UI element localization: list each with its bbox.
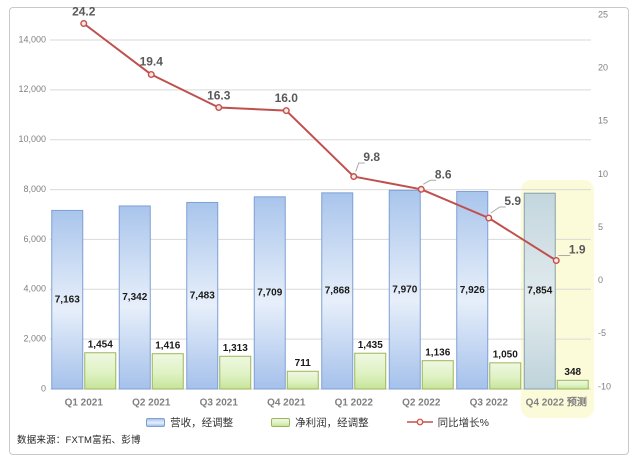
left-axis-tick: 0 xyxy=(41,383,46,393)
profit-value-label: 1,416 xyxy=(155,340,180,351)
yoy-point xyxy=(80,20,88,28)
revenue-bar xyxy=(186,201,219,390)
x-axis-label: Q2 2021 xyxy=(132,398,171,409)
left-axis-tick: 12,000 xyxy=(18,84,46,94)
profit-bar xyxy=(489,362,522,390)
x-axis-label: Q1 2021 xyxy=(65,398,104,409)
profit-value-label: 1,313 xyxy=(223,343,248,354)
profit-swatch-icon xyxy=(271,417,291,427)
x-axis-label: Q3 2022 xyxy=(470,398,509,409)
yoy-value-label: 16.3 xyxy=(207,89,231,103)
profit-bar xyxy=(151,353,184,390)
label-leader-line xyxy=(490,206,506,214)
revenue-bar xyxy=(456,190,489,390)
yoy-line-swatch-icon xyxy=(406,418,433,426)
yoy-value-label: 24.2 xyxy=(72,5,96,19)
yoy-point xyxy=(147,71,155,79)
right-axis-tick: 0 xyxy=(598,275,603,285)
profit-value-label: 1,454 xyxy=(88,339,113,350)
revenue-value-label: 7,163 xyxy=(55,294,80,305)
right-axis-tick: 20 xyxy=(598,63,608,73)
legend-label-yoy: 同比增长% xyxy=(437,416,489,429)
label-leader-line xyxy=(355,162,365,172)
revenue-bar xyxy=(51,209,84,390)
left-axis-tick: 14,000 xyxy=(18,34,46,44)
label-leader-line xyxy=(423,179,437,185)
x-axis-label: Q2 2022 xyxy=(402,398,441,409)
left-axis-tick: 10,000 xyxy=(18,134,46,144)
revenue-bar xyxy=(321,192,354,390)
revenue-bar xyxy=(118,205,151,390)
yoy-point xyxy=(215,103,223,111)
left-axis-tick: 8,000 xyxy=(23,184,46,194)
x-axis-label: Q1 2022 xyxy=(335,398,374,409)
yoy-point xyxy=(350,173,358,181)
chart-legend: 营收，经调整 净利润，经调整 同比增长% xyxy=(10,413,625,431)
left-axis-tick: 2,000 xyxy=(23,334,46,344)
right-axis-tick: 25 xyxy=(598,9,608,19)
legend-item-profit: 净利润，经调整 xyxy=(271,415,369,430)
revenue-value-label: 7,483 xyxy=(190,290,215,301)
legend-item-yoy: 同比增长% xyxy=(406,415,489,430)
profit-value-label: 1,050 xyxy=(493,349,518,360)
revenue-bar xyxy=(388,189,421,390)
yoy-value-label: 16.0 xyxy=(275,91,299,105)
legend-item-revenue: 营收，经调整 xyxy=(146,415,233,430)
right-axis-tick: 10 xyxy=(598,169,608,179)
yoy-point xyxy=(485,214,493,222)
profit-value-label: 1,435 xyxy=(358,340,383,351)
x-axis-label: Q3 2021 xyxy=(200,398,239,409)
profit-value-label: 348 xyxy=(564,367,581,378)
yoy-value-label: 9.8 xyxy=(363,150,380,164)
profit-bar xyxy=(354,352,387,390)
yoy-point xyxy=(417,185,425,193)
right-axis-tick: 5 xyxy=(598,222,603,232)
profit-bar xyxy=(421,360,454,390)
yoy-value-label: 8.6 xyxy=(435,167,452,181)
right-axis-tick: -5 xyxy=(598,328,606,338)
legend-label-profit: 净利润，经调整 xyxy=(295,416,369,429)
revenue-value-label: 7,970 xyxy=(392,284,417,295)
left-axis-tick: 4,000 xyxy=(23,284,46,294)
profit-bar xyxy=(286,370,319,390)
x-axis-label: Q4 2021 xyxy=(267,398,306,409)
profit-bar xyxy=(219,355,252,390)
left-axis-tick: 6,000 xyxy=(23,234,46,244)
right-axis-tick: 15 xyxy=(598,116,608,126)
profit-value-label: 1,136 xyxy=(425,347,450,358)
revenue-value-label: 7,868 xyxy=(325,286,350,297)
profit-bar xyxy=(84,352,117,390)
revenue-swatch-icon xyxy=(146,417,166,427)
yoy-value-label: 5.9 xyxy=(504,194,521,208)
revenue-value-label: 7,926 xyxy=(460,285,485,296)
revenue-value-label: 7,709 xyxy=(257,288,282,299)
legend-label-revenue: 营收，经调整 xyxy=(170,416,234,429)
revenue-bar xyxy=(253,196,286,390)
yoy-value-label: 1.9 xyxy=(569,243,586,257)
x-axis-label: Q4 2022 预测 xyxy=(526,396,587,409)
source-note: 数据来源：FXTM富拓、彭博 xyxy=(17,435,141,446)
yoy-value-label: 19.4 xyxy=(140,55,164,69)
revenue-bar-forecast xyxy=(523,192,556,390)
yoy-line xyxy=(83,22,557,262)
yoy-point xyxy=(552,257,560,265)
yoy-point xyxy=(282,107,290,115)
revenue-value-label: 7,854 xyxy=(527,286,552,297)
profit-bar xyxy=(556,379,589,390)
right-axis-tick: -10 xyxy=(598,381,611,391)
revenue-value-label: 7,342 xyxy=(122,292,147,303)
profit-value-label: 711 xyxy=(295,358,312,369)
